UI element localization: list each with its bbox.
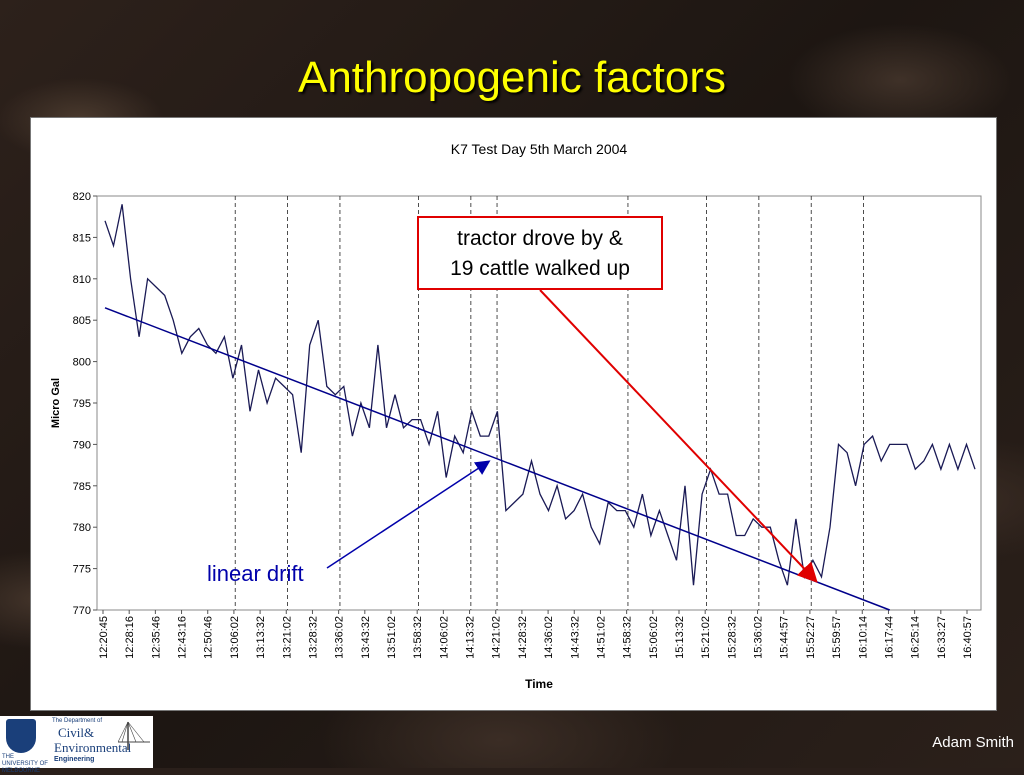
x-tick-label: 12:43:16 xyxy=(177,616,189,659)
y-tick-label: 815 xyxy=(73,232,91,244)
x-axis-label: Time xyxy=(525,677,553,691)
chart-title: K7 Test Day 5th March 2004 xyxy=(451,141,628,157)
y-tick-label: 810 xyxy=(73,274,91,286)
y-tick-label: 800 xyxy=(73,357,91,369)
y-tick-label: 790 xyxy=(73,439,91,451)
x-tick-label: 14:21:02 xyxy=(491,616,503,659)
x-tick-label: 16:17:44 xyxy=(883,616,895,659)
x-tick-label: 13:21:02 xyxy=(281,616,293,659)
y-axis-label: Micro Gal xyxy=(50,378,62,428)
shield-icon xyxy=(6,719,36,753)
x-tick-label: 13:28:32 xyxy=(307,616,319,659)
y-tick-label: 775 xyxy=(73,564,91,576)
author-name: Adam Smith xyxy=(932,734,1014,751)
x-tick-label: 15:28:32 xyxy=(726,616,738,659)
x-tick-label: 15:21:02 xyxy=(700,616,712,659)
x-tick-label: 12:50:46 xyxy=(203,616,215,659)
logo-engineering-text: Engineering xyxy=(54,756,95,763)
logo-department-text: The Department of xyxy=(52,718,103,724)
x-tick-label: 14:13:32 xyxy=(465,616,477,659)
logo-university-text: THE UNIVERSITY OF MELBOURNE xyxy=(2,754,48,774)
x-tick-label: 14:28:32 xyxy=(517,616,529,659)
y-tick-label: 780 xyxy=(73,522,91,534)
x-tick-label: 15:44:57 xyxy=(779,616,791,659)
x-tick-label: 13:58:32 xyxy=(412,616,424,659)
x-tick-label: 13:36:02 xyxy=(334,616,346,659)
x-tick-label: 15:36:02 xyxy=(753,616,765,659)
x-tick-label: 16:40:57 xyxy=(962,616,974,659)
y-tick-label: 795 xyxy=(73,398,91,410)
x-tick-label: 13:13:32 xyxy=(255,616,267,659)
university-logo: THE UNIVERSITY OF MELBOURNE The Departme… xyxy=(0,716,153,774)
x-tick-label: 13:43:32 xyxy=(360,616,372,659)
x-tick-label: 16:33:27 xyxy=(936,616,948,659)
x-tick-label: 15:59:57 xyxy=(831,616,843,659)
x-tick-label: 14:06:02 xyxy=(438,616,450,659)
logo-civil-text: Civil& xyxy=(58,725,95,740)
x-tick-label: 15:06:02 xyxy=(648,616,660,659)
bridge-icon xyxy=(118,721,150,750)
linear-drift-label: linear drift xyxy=(207,561,304,586)
x-tick-label: 13:06:02 xyxy=(229,616,241,659)
x-tick-label: 12:35:46 xyxy=(150,616,162,659)
gravity-chart: K7 Test Day 5th March 2004 770 775 780 785 79… xyxy=(50,141,982,691)
tractor-annotation-line1: tractor drove by & xyxy=(457,227,623,250)
x-tick-label: 12:20:45 xyxy=(98,616,110,659)
y-tick-label: 785 xyxy=(73,481,91,493)
x-tick-label: 15:52:27 xyxy=(805,616,817,659)
x-tick-label: 14:51:02 xyxy=(595,616,607,659)
x-tick-label: 16:25:14 xyxy=(910,616,922,659)
x-tick-label: 14:36:02 xyxy=(543,616,555,659)
x-tick-label: 14:43:32 xyxy=(569,616,581,659)
y-tick-label: 805 xyxy=(73,315,91,327)
x-tick-label: 15:13:32 xyxy=(674,616,686,659)
chart-panel: K7 Test Day 5th March 2004 770 775 780 785 79… xyxy=(30,117,997,711)
x-tick-label: 16:10:14 xyxy=(857,616,869,659)
tractor-annotation-box: tractor drove by & 19 cattle walked up xyxy=(417,216,663,290)
tractor-annotation-line2: 19 cattle walked up xyxy=(450,257,630,280)
x-tick-label: 12:28:16 xyxy=(124,616,136,659)
y-tick-label: 820 xyxy=(73,191,91,203)
logo-environmental-text: Environmental xyxy=(54,740,132,755)
slide-title: Anthropogenic factors xyxy=(297,53,727,102)
y-tick-label: 770 xyxy=(73,605,91,617)
x-tick-label: 13:51:02 xyxy=(386,616,398,659)
x-tick-label: 14:58:32 xyxy=(622,616,634,659)
